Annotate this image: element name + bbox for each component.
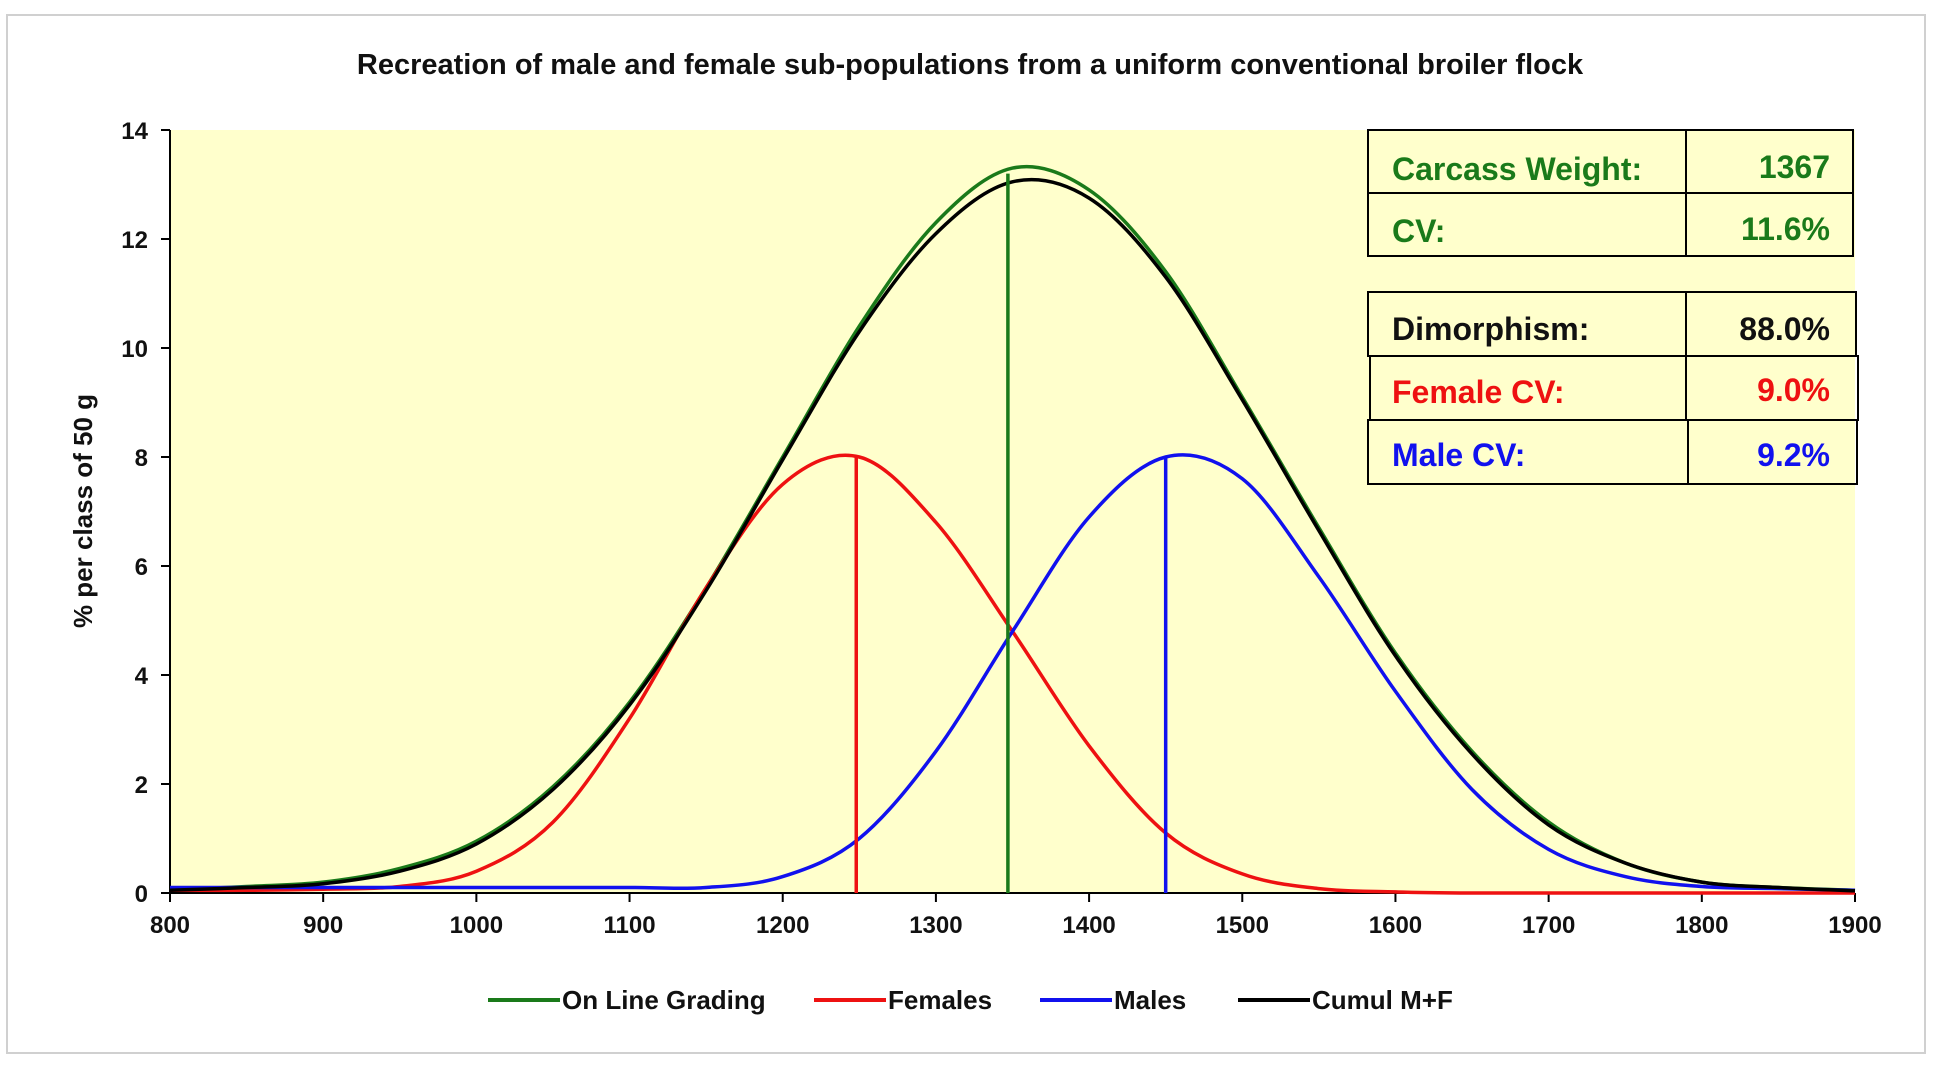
female-cv-value: 9.0%: [1757, 372, 1830, 408]
x-tick-label: 900: [303, 912, 343, 939]
y-tick-label: 14: [121, 118, 148, 145]
legend-label-cumul-m-f: Cumul M+F: [1312, 985, 1453, 1015]
legend-label-on-line-grading: On Line Grading: [562, 985, 766, 1015]
female-cv-label: Female CV:: [1392, 374, 1565, 410]
x-tick-label: 1300: [909, 912, 962, 939]
x-tick-label: 1700: [1522, 912, 1575, 939]
chart-title: Recreation of male and female sub-popula…: [357, 49, 1584, 81]
dimorphism-value: 88.0%: [1739, 311, 1830, 347]
male-cv-value: 9.2%: [1757, 437, 1830, 473]
axes: 800 900 1000 1100 1200 1300 1400 1500 1600 1700 18…: [121, 118, 1881, 939]
y-tick-label: 4: [135, 663, 149, 690]
y-tick-label: 0: [135, 881, 148, 908]
legend-label-males: Males: [1114, 985, 1186, 1015]
x-tick-label: 1400: [1062, 912, 1115, 939]
series-line-males: [170, 453, 1856, 893]
male-cv-label: Male CV:: [1392, 437, 1525, 473]
plot-area: [170, 130, 1855, 893]
y-tick-label: 12: [121, 227, 148, 254]
y-tick-label: 10: [121, 336, 148, 363]
series-line-on-line-grading: [169, 164, 1856, 893]
y-axis-label: % per class of 50 g: [68, 394, 98, 628]
y-tick-label: 8: [135, 445, 148, 472]
cv-label: CV:: [1392, 213, 1445, 249]
carcass-weight-value: 1367: [1759, 149, 1830, 185]
y-tick-label: 2: [135, 772, 148, 799]
legend: On Line Grading Females Males Cumul M+F: [488, 985, 1453, 1015]
series-layer: [169, 164, 1856, 895]
x-tick-label: 1900: [1828, 912, 1881, 939]
stats-panel: [1367, 129, 1859, 485]
cv-value: 11.6%: [1741, 211, 1830, 247]
x-tick-label: 1600: [1369, 912, 1422, 939]
x-tick-label: 1800: [1675, 912, 1728, 939]
x-tick-label: 1500: [1216, 912, 1269, 939]
x-tick-label: 1100: [604, 912, 656, 939]
x-tick-label: 800: [150, 912, 190, 939]
legend-label-females: Females: [888, 985, 992, 1015]
x-tick-label: 1200: [756, 912, 809, 939]
y-tick-label: 6: [135, 554, 148, 581]
dimorphism-label: Dimorphism:: [1392, 311, 1589, 347]
x-tick-label: 1000: [450, 912, 503, 939]
carcass-weight-label: Carcass Weight:: [1392, 151, 1642, 187]
series-line-cumul-m-f: [169, 177, 1856, 893]
series-line-females: [169, 453, 1855, 895]
